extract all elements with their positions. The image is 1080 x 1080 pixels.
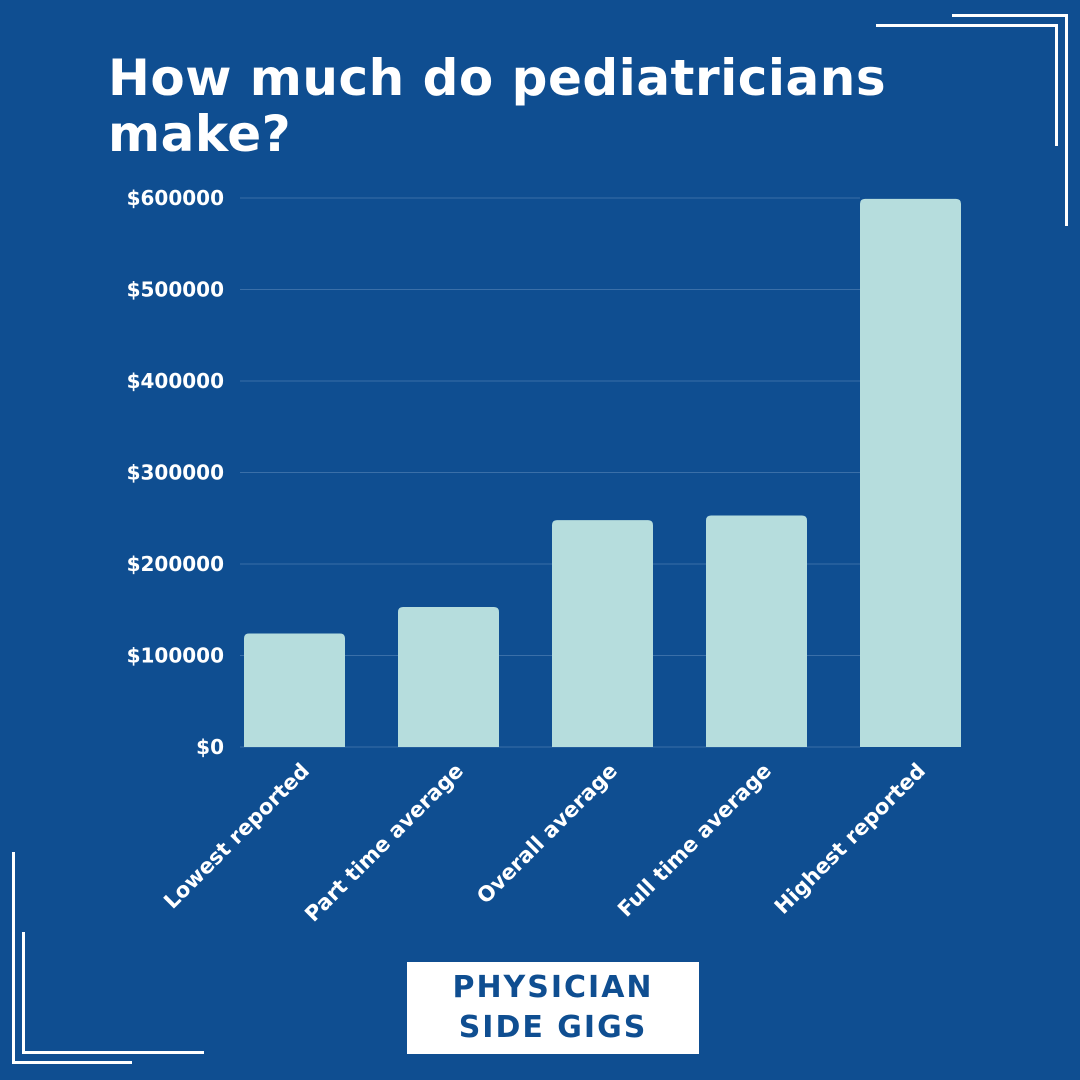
corner-frame-top-right-h2 bbox=[952, 14, 1068, 17]
corner-frame-top-right-v1 bbox=[1055, 24, 1058, 146]
corner-frame-top-right-h1 bbox=[876, 24, 1058, 27]
corner-frame-bottom-left-v1 bbox=[12, 852, 15, 1064]
bar bbox=[552, 520, 653, 747]
y-tick-label: $400000 bbox=[127, 369, 224, 393]
corner-frame-top-right-v2 bbox=[1065, 14, 1068, 226]
x-tick-label: Overall average bbox=[472, 759, 622, 909]
logo-line-1: PHYSICIAN bbox=[452, 970, 654, 1005]
y-tick-label: $600000 bbox=[127, 186, 224, 210]
bar bbox=[244, 633, 345, 747]
y-tick-label: $500000 bbox=[127, 278, 224, 302]
corner-frame-bottom-left-v2 bbox=[22, 932, 25, 1054]
x-tick-label: Highest reported bbox=[770, 759, 930, 919]
bar bbox=[398, 607, 499, 747]
x-tick-label: Full time average bbox=[613, 759, 776, 922]
corner-frame-bottom-left-h2 bbox=[22, 1051, 204, 1054]
y-tick-label: $300000 bbox=[127, 461, 224, 485]
x-tick-label: Lowest reported bbox=[159, 759, 314, 914]
bar bbox=[706, 515, 807, 747]
y-tick-label: $200000 bbox=[127, 552, 224, 576]
bar bbox=[860, 198, 961, 748]
page-title: How much do pediatricians make? bbox=[108, 49, 887, 163]
logo: PHYSICIAN SIDE GIGS bbox=[407, 962, 699, 1054]
y-tick-label: $0 bbox=[196, 735, 224, 759]
y-tick-label: $100000 bbox=[127, 644, 224, 668]
logo-line-2: SIDE GIGS bbox=[458, 1010, 648, 1045]
x-tick-label: Part time average bbox=[300, 759, 468, 927]
corner-frame-bottom-left-h1 bbox=[12, 1061, 132, 1064]
